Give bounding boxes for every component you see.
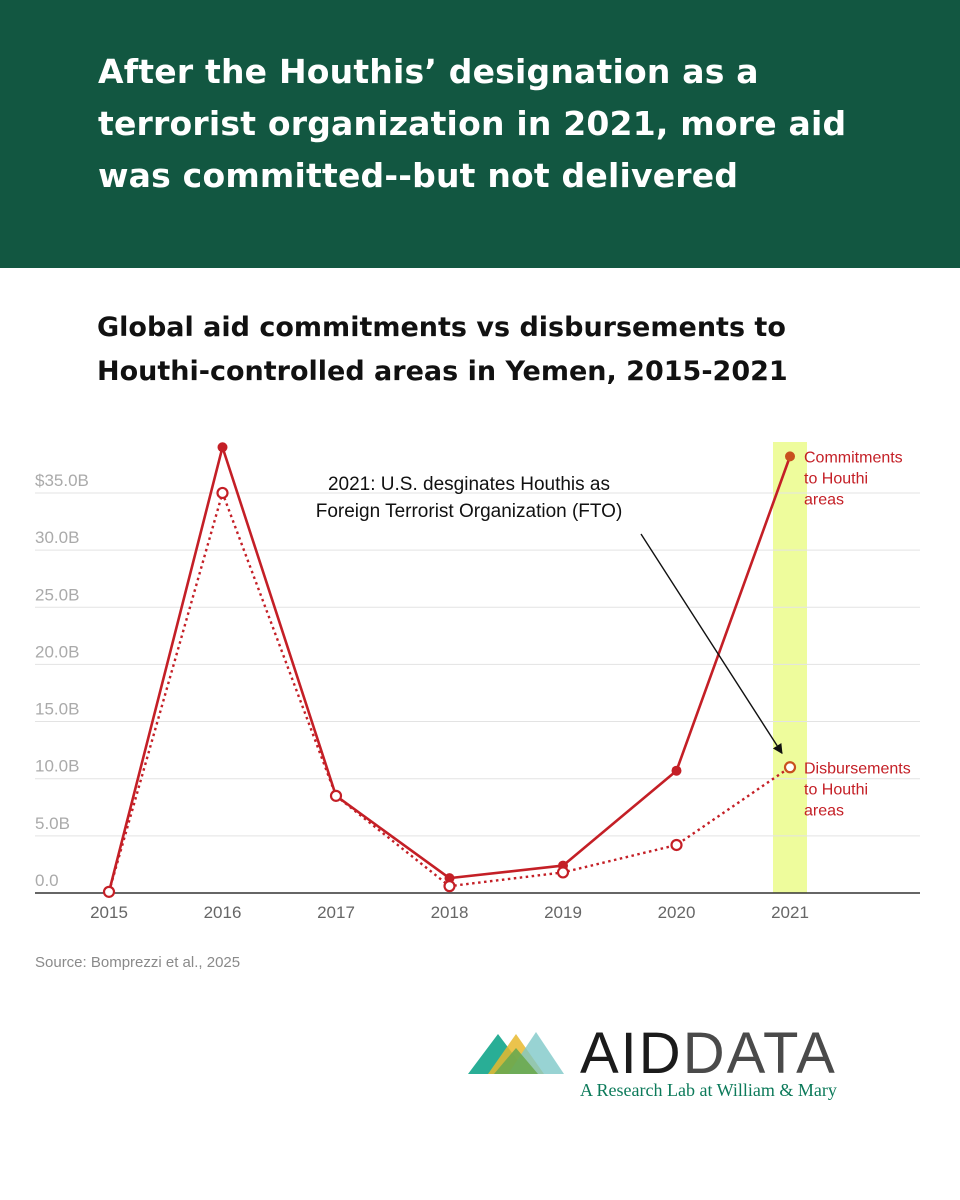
chart-title: Global aid commitments vs disbursements …	[97, 312, 788, 387]
disbursement-point	[102, 885, 116, 898]
y-tick-label: 5.0B	[35, 814, 70, 833]
mountains-logo-icon	[468, 1032, 564, 1074]
commitment-point	[671, 765, 682, 776]
x-tick-label: 2019	[544, 903, 582, 922]
logo-tagline: A Research Lab at William & Mary	[580, 1080, 837, 1100]
logo-wordmark: AIDDATA	[580, 1022, 837, 1086]
disbursement-point	[556, 866, 570, 879]
commitments-label: Commitments to Houthi areas	[804, 449, 903, 508]
y-tick-label: 15.0B	[35, 700, 79, 719]
annotation-arrow	[640, 533, 783, 755]
commitment-point	[785, 451, 795, 462]
y-tick-label: 30.0B	[35, 528, 79, 547]
highlight-band-2021	[773, 442, 807, 893]
logo-word-data: DATA	[682, 1021, 837, 1086]
disbursement-point	[329, 789, 343, 802]
y-tick-label: 10.0B	[35, 757, 79, 776]
x-tick-label: 2021	[771, 903, 809, 922]
commitment-point	[217, 442, 228, 453]
x-tick-label: 2015	[90, 903, 128, 922]
header-banner: After the Houthis’ designation as a terr…	[0, 0, 960, 268]
x-tick-label: 2020	[658, 903, 696, 922]
y-tick-label: 25.0B	[35, 585, 79, 604]
headline: After the Houthis’ designation as a terr…	[98, 52, 847, 195]
disbursements-label: Disbursements to Houthi areas	[804, 760, 911, 819]
source-note: Source: Bomprezzi et al., 2025	[35, 954, 241, 971]
y-tick-label: $35.0B	[35, 471, 89, 490]
x-tick-label: 2018	[431, 903, 469, 922]
x-tick-label: 2017	[317, 903, 355, 922]
aiddata-logo: AIDDATA A Research Lab at William & Mary	[468, 1020, 888, 1120]
disbursements-line	[107, 491, 791, 893]
logo-word-aid: AID	[580, 1021, 683, 1086]
disbursement-point	[443, 880, 456, 893]
disbursement-point	[783, 761, 797, 774]
disbursement-point	[216, 486, 229, 500]
x-tick-label: 2016	[204, 903, 242, 922]
y-tick-label: 20.0B	[35, 642, 79, 661]
annotation-text: 2021: U.S. desginates Houthis as Foreign …	[316, 474, 623, 522]
y-tick-label: 0.0	[35, 871, 59, 890]
disbursement-point	[670, 838, 683, 852]
